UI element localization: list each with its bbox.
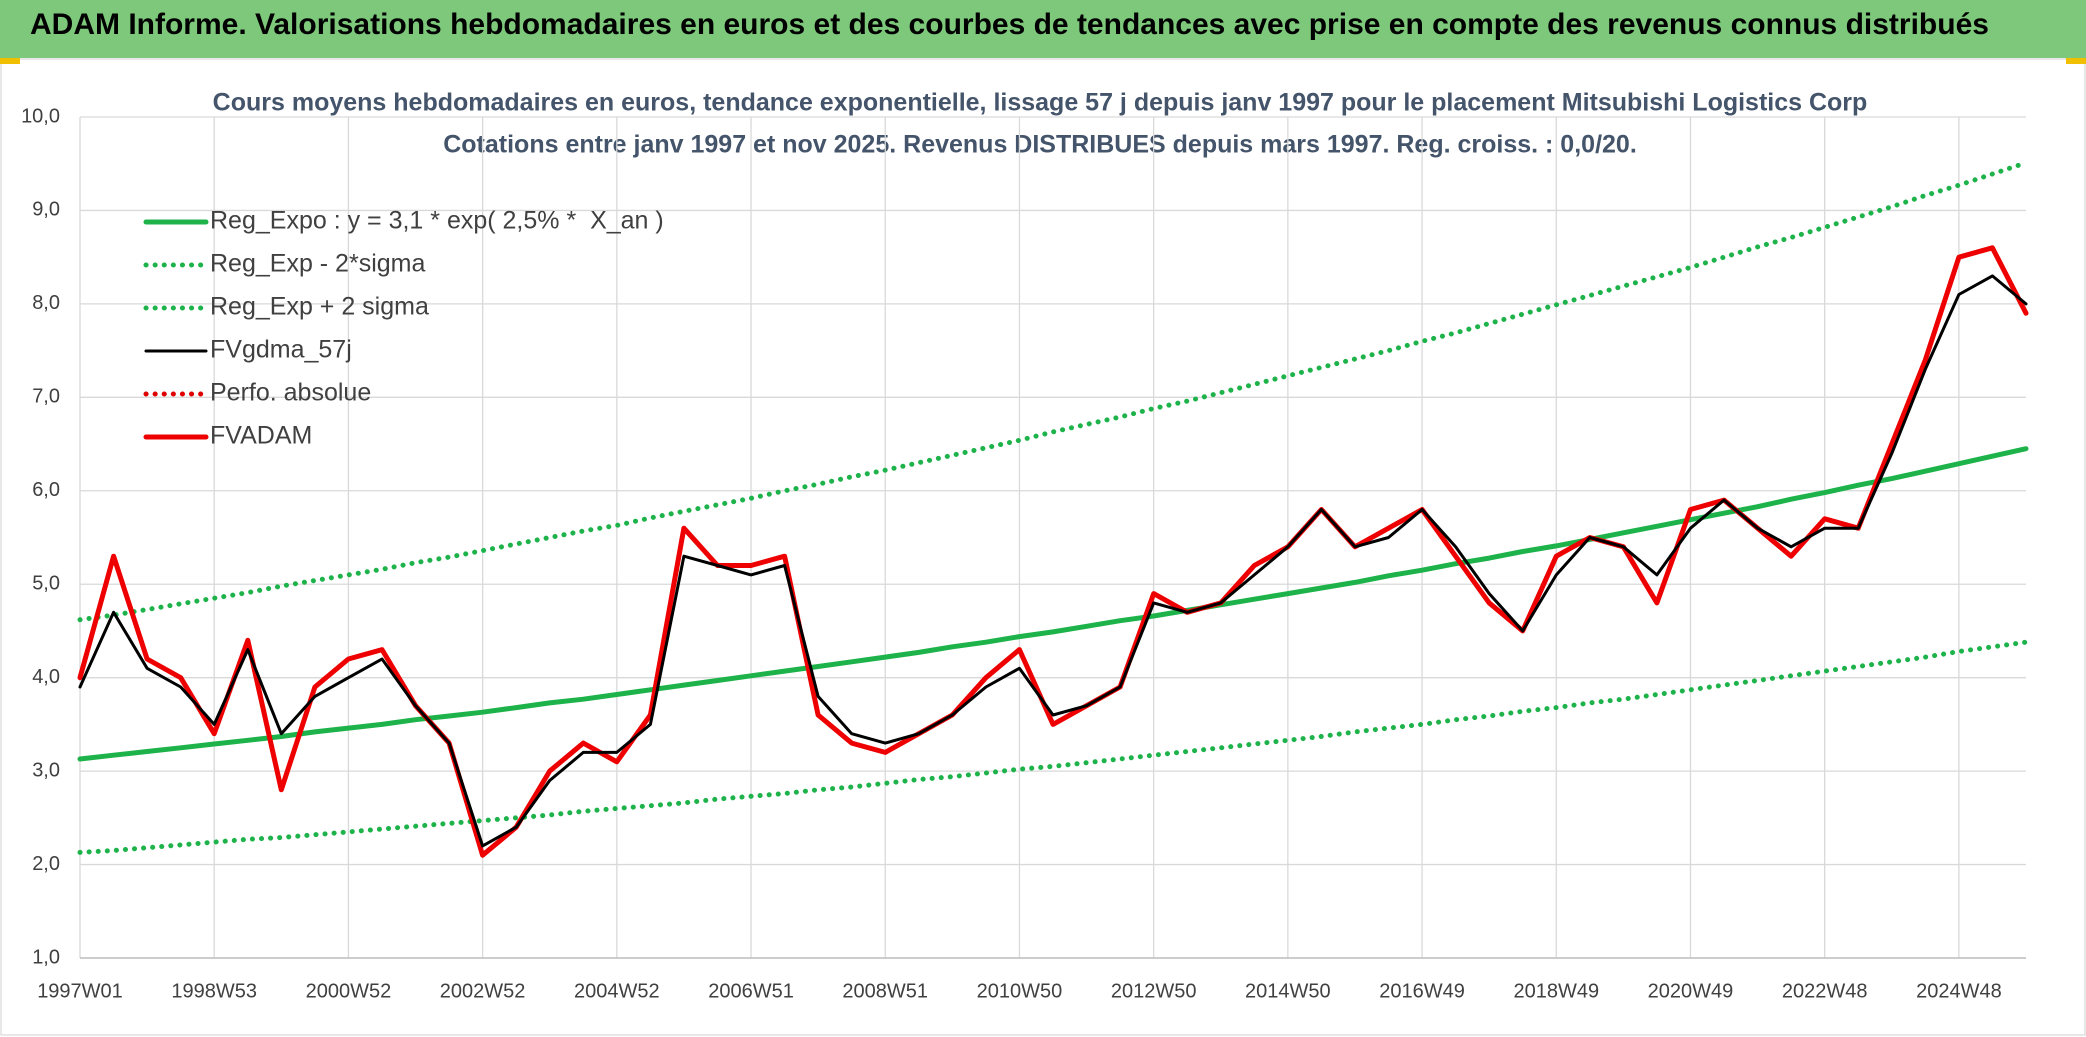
y-tick-label: 9,0 <box>32 199 60 221</box>
x-tick-label: 2020W49 <box>1648 980 1734 1002</box>
x-tick-label: 2024W48 <box>1916 980 2002 1002</box>
x-tick-label: 2000W52 <box>306 980 392 1002</box>
y-tick-label: 2,0 <box>32 853 60 875</box>
legend-label: Perfo. absolue <box>210 379 371 407</box>
y-tick-label: 5,0 <box>32 573 60 595</box>
series-line <box>77 245 2029 858</box>
legend-label: Reg_Exp - 2*sigma <box>210 250 425 278</box>
series-line <box>78 274 2028 848</box>
y-tick-label: 6,0 <box>32 479 60 501</box>
x-tick-label: 2014W50 <box>1245 980 1331 1002</box>
x-tick-label: 2012W50 <box>1111 980 1197 1002</box>
y-tick-label: 8,0 <box>32 292 60 314</box>
series-line <box>77 639 2029 855</box>
series-line <box>77 160 2029 623</box>
legend-label: FVADAM <box>210 422 312 450</box>
chart-frame <box>0 58 2086 1036</box>
x-tick-label: 2018W49 <box>1513 980 1599 1002</box>
header-bar: ADAM Informe. Valorisations hebdomadaire… <box>0 0 2086 58</box>
y-tick-label: 4,0 <box>32 666 60 688</box>
header-title: ADAM Informe. Valorisations hebdomadaire… <box>30 8 1989 41</box>
x-tick-label: 2002W52 <box>440 980 526 1002</box>
x-tick-label: 2008W51 <box>842 980 928 1002</box>
x-tick-label: 1997W01 <box>37 980 123 1002</box>
x-tick-label: 2016W49 <box>1379 980 1465 1002</box>
legend-label: Reg_Exp + 2 sigma <box>210 293 429 321</box>
y-tick-label: 1,0 <box>32 946 60 968</box>
chart: Cours moyens hebdomadaires en euros, ten… <box>0 58 2086 1036</box>
legend-label: Reg_Expo : y = 3,1 * exp( 2,5% * X_an ) <box>210 207 664 235</box>
x-tick-label: 2022W48 <box>1782 980 1868 1002</box>
corner <box>0 58 20 64</box>
y-tick-label: 10,0 <box>21 105 60 127</box>
x-tick-label: 2010W50 <box>977 980 1063 1002</box>
x-tick-label: 2006W51 <box>708 980 794 1002</box>
corner <box>2066 58 2086 64</box>
legend-label: FVgdma_57j <box>210 336 352 364</box>
chart-title: Cours moyens hebdomadaires en euros, ten… <box>213 89 1868 117</box>
chart-subtitle: Cotations entre janv 1997 et nov 2025. R… <box>443 131 1637 159</box>
y-tick-label: 3,0 <box>32 759 60 781</box>
y-tick-label: 7,0 <box>32 386 60 408</box>
x-tick-label: 2004W52 <box>574 980 660 1002</box>
x-tick-label: 1998W53 <box>171 980 257 1002</box>
